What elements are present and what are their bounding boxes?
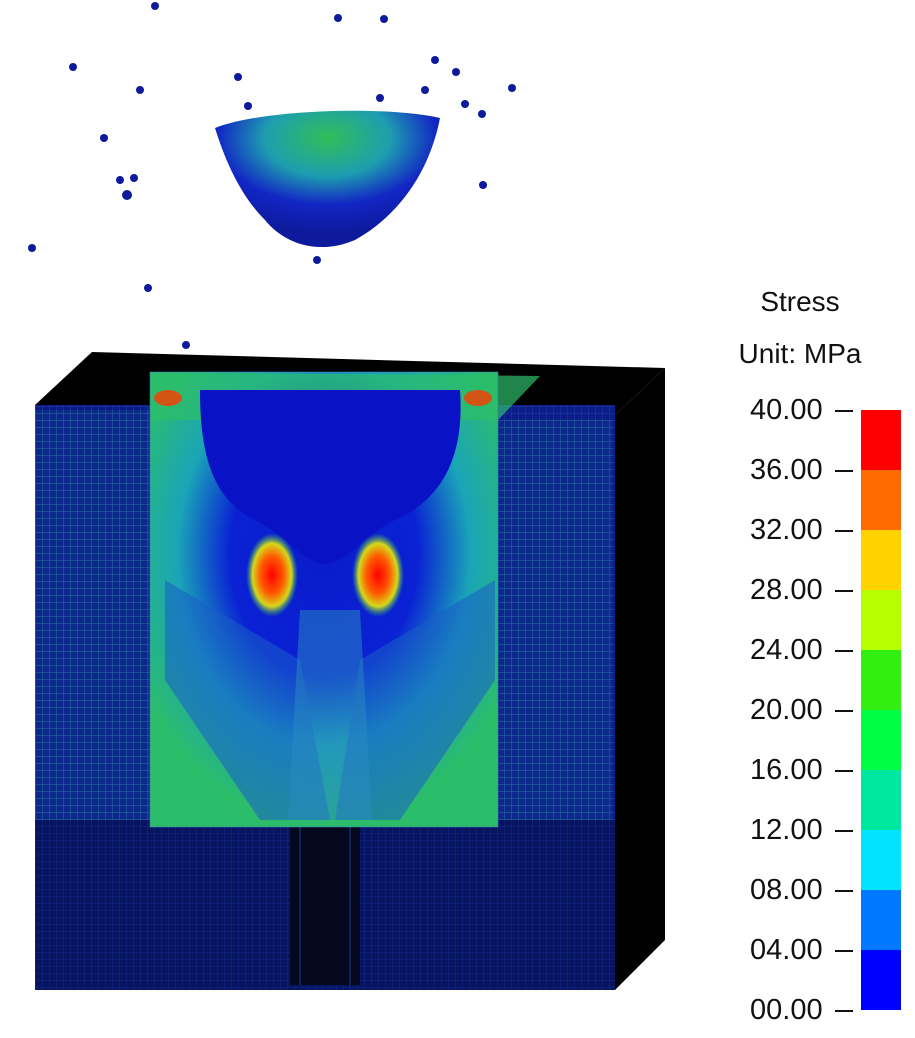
color-scale-legend: Stress Unit: MPa 40.00 36.00 32.00 28.00 24.…: [720, 270, 915, 1030]
scale-tick-mark: [835, 1010, 853, 1012]
scale-tick-label: 04.00: [750, 934, 823, 966]
scale-color-band: [861, 650, 901, 710]
scale-tick-mark: [835, 890, 853, 892]
crater-cavity: [200, 390, 461, 565]
scale-tick-mark: [835, 470, 853, 472]
ejecta-cloud: [28, 2, 516, 349]
scale-tick-label: 12.00: [750, 814, 823, 846]
block-left-panel: [35, 410, 155, 820]
scale-color-band: [861, 710, 901, 770]
scale-tick-mark: [835, 530, 853, 532]
scale-color-band: [861, 530, 901, 590]
specimen-block: [35, 352, 665, 990]
block-right-face: [610, 368, 665, 990]
scale-tick-mark: [835, 590, 853, 592]
scale-tick-mark: [835, 830, 853, 832]
scale-tick-mark: [835, 950, 853, 952]
scale-tick-label: 32.00: [750, 514, 823, 546]
hotspot-rim-right: [464, 390, 492, 406]
stress-column: [288, 610, 372, 820]
scale-tick-label: 08.00: [750, 874, 823, 906]
scale-tick-label: 36.00: [750, 454, 823, 486]
legend-unit: Unit: MPa: [738, 338, 862, 369]
hotspot-left: [246, 533, 298, 617]
stress-simulation-figure: [28, 2, 665, 990]
hotspot-right: [352, 533, 404, 617]
legend-title: Stress: [760, 286, 840, 317]
scale-tick-label: 28.00: [750, 574, 823, 606]
scale-color-band: [861, 890, 901, 950]
scale-tick-mark: [835, 710, 853, 712]
stress-cone-left: [165, 580, 330, 820]
scale-tick-label: 20.00: [750, 694, 823, 726]
ejecta-plume: [215, 110, 440, 248]
block-right-panel: [495, 420, 613, 820]
scale-tick-label: 40.00: [750, 394, 823, 426]
scale-tick-mark: [835, 770, 853, 772]
scale-tick-label: 00.00: [750, 994, 823, 1026]
scale-color-band: [861, 770, 901, 830]
scale-tick-label: 16.00: [750, 754, 823, 786]
block-center-slot: [290, 825, 360, 985]
scale-color-band: [861, 830, 901, 890]
stress-cone-right: [335, 580, 495, 820]
scale-color-band: [861, 410, 901, 470]
scale-color-band: [861, 950, 901, 1010]
scale-color-band: [861, 470, 901, 530]
scale-color-band: [861, 590, 901, 650]
scale-tick-mark: [835, 410, 853, 412]
scale-tick-mark: [835, 650, 853, 652]
scale-tick-label: 24.00: [750, 634, 823, 666]
hotspot-rim-left: [154, 390, 182, 406]
